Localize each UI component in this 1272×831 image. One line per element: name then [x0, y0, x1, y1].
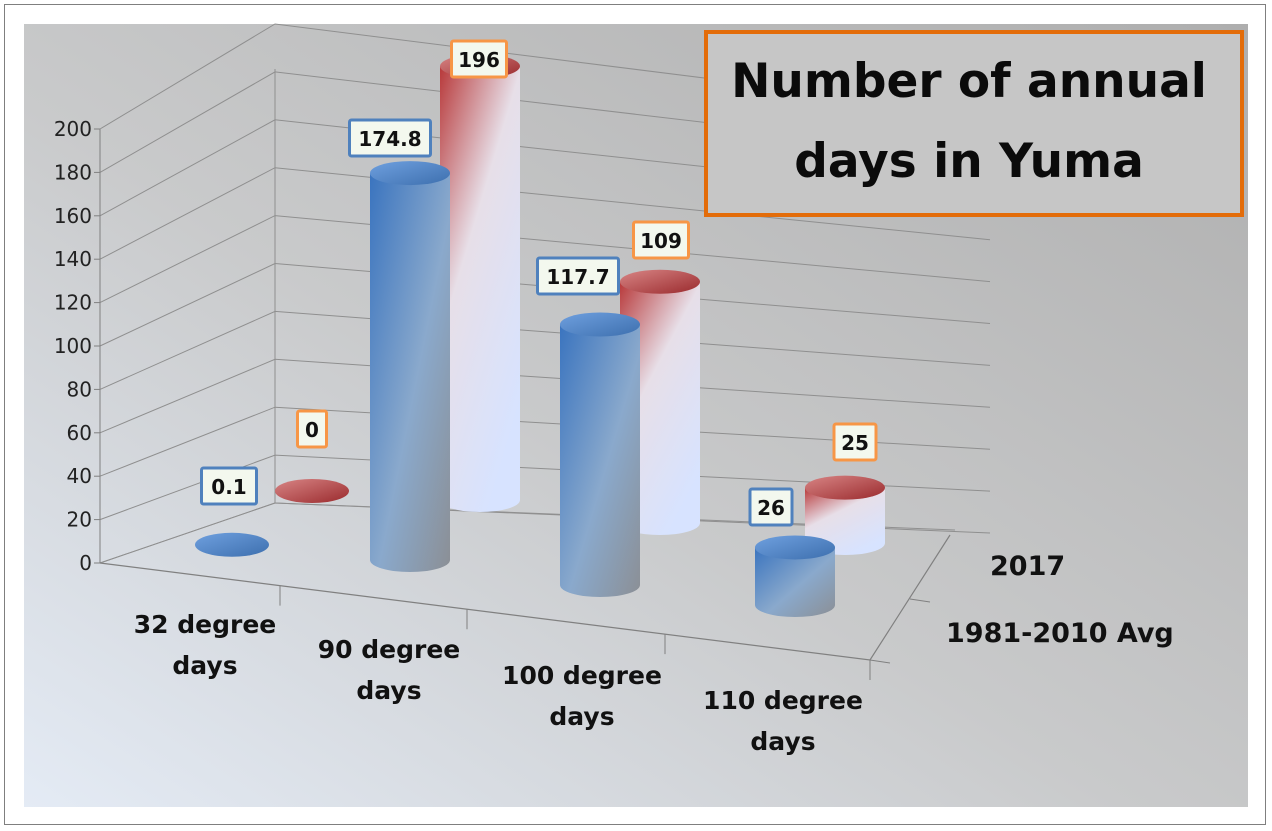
- data-label-text: 25: [841, 431, 869, 455]
- bar-2017: [275, 479, 349, 503]
- data-label: 196: [450, 39, 508, 79]
- series-label-avg: 1981-2010 Avg: [946, 618, 1174, 649]
- title-line: days in Yuma: [794, 134, 1144, 189]
- y-tick-label: 20: [67, 508, 92, 532]
- data-label-box: [632, 220, 690, 260]
- data-label: 26: [748, 487, 794, 527]
- series-label-2017: 2017: [990, 551, 1065, 582]
- title-line: Number of annual: [731, 54, 1207, 109]
- bar-body: [805, 487, 885, 555]
- bar-top: [560, 312, 640, 337]
- category-label: 90 degree: [318, 635, 460, 664]
- data-label-text: 109: [640, 229, 682, 253]
- bar-body: [440, 66, 520, 513]
- bar-top: [620, 269, 700, 294]
- data-label: 174.8: [348, 118, 432, 158]
- data-label-box: [748, 487, 794, 527]
- bar-top: [805, 475, 885, 500]
- category-label: 110 degree: [703, 686, 863, 715]
- depth-tick-mark: [869, 659, 891, 664]
- bar-body: [370, 173, 450, 572]
- y-tick-label: 60: [67, 421, 92, 445]
- y-tick-label: 140: [54, 247, 92, 271]
- y-tick-label: 40: [67, 464, 92, 488]
- bar-2017: [440, 54, 520, 513]
- data-label-box: [200, 466, 258, 506]
- category-label: days: [172, 651, 237, 680]
- bar-top: [195, 532, 269, 557]
- data-label: 25: [832, 422, 878, 462]
- bar-top: [755, 535, 835, 560]
- bar-avg: [755, 535, 835, 617]
- data-label-text: 196: [458, 48, 500, 72]
- depth-tick-mark: [909, 598, 931, 603]
- data-label-text: 0: [305, 418, 319, 442]
- data-label: 117.7: [536, 256, 620, 296]
- data-label-text: 117.7: [546, 265, 609, 289]
- bar-2017: [805, 475, 885, 555]
- bar-avg: [195, 532, 269, 557]
- bar-top: [370, 161, 450, 186]
- labels: 0 20 40 60 80 100 120 140 160 180 200 0.1 174.8 117.7…: [54, 30, 1244, 756]
- data-label-text: 26: [757, 496, 785, 520]
- data-label-text: 0.1: [211, 475, 246, 499]
- category-label: days: [549, 702, 614, 731]
- data-label-box: [832, 422, 878, 462]
- category-label: 32 degree: [134, 610, 276, 639]
- data-label: 109: [632, 220, 690, 260]
- data-label-text: 174.8: [358, 127, 421, 151]
- y-tick-label: 100: [54, 334, 92, 358]
- y-tick-label: 80: [67, 377, 92, 401]
- bar-top: [275, 479, 349, 503]
- data-label: 0: [296, 409, 328, 449]
- data-label-box: [536, 256, 620, 296]
- category-label: days: [356, 676, 421, 705]
- title-box: [704, 30, 1244, 217]
- chart-frame: 0 20 40 60 80 100 120 140 160 180 200 0.1 174.8 117.7…: [4, 4, 1266, 825]
- category-label: days: [750, 727, 815, 756]
- bar-avg: [370, 161, 450, 572]
- data-label: 0.1: [200, 466, 258, 506]
- bar-avg: [560, 312, 640, 597]
- y-tick-label: 160: [54, 204, 92, 228]
- y-tick-label: 200: [54, 117, 92, 141]
- chart: 0 20 40 60 80 100 120 140 160 180 200 0.1 174.8 117.7…: [24, 23, 1248, 807]
- category-label: 100 degree: [502, 661, 662, 690]
- data-label-box: [450, 39, 508, 79]
- data-label-box: [348, 118, 432, 158]
- data-label-box: [296, 409, 328, 449]
- y-tick-label: 0: [79, 551, 92, 575]
- bar-body: [755, 547, 835, 617]
- bar-body: [560, 324, 640, 597]
- chart-title: Number of annual days in Yuma: [704, 30, 1244, 217]
- y-tick-label: 120: [54, 291, 92, 315]
- y-tick-label: 180: [54, 160, 92, 184]
